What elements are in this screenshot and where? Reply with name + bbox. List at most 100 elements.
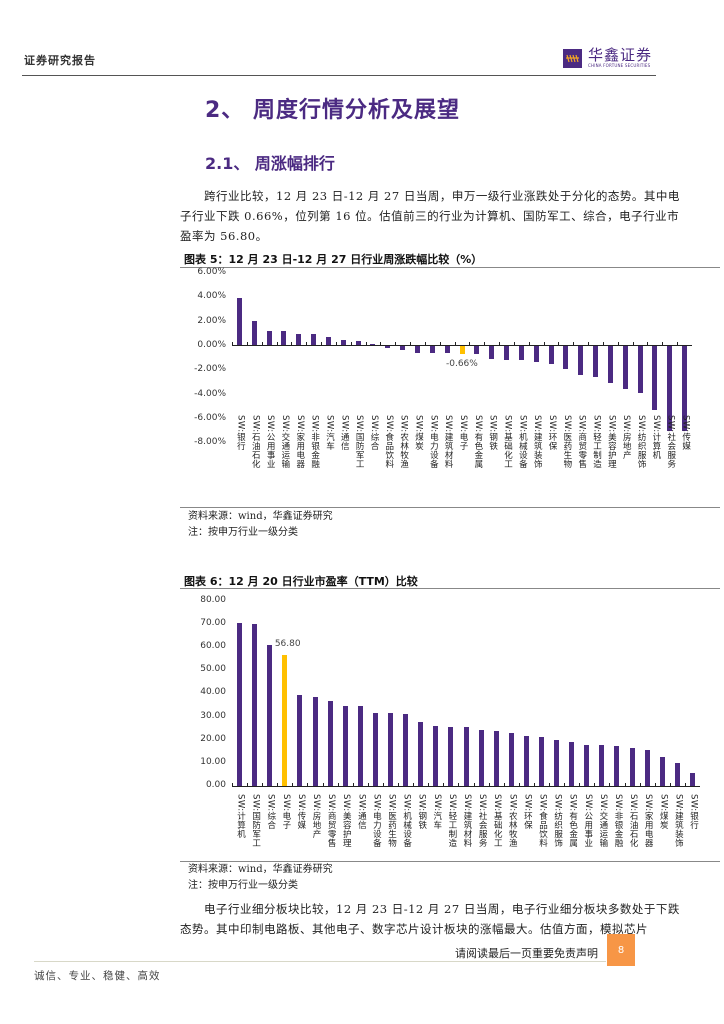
y-axis-tick-label: 10.00: [200, 756, 226, 767]
chart-bar: [667, 346, 673, 432]
x-axis-category-label: SW:传媒: [680, 415, 691, 451]
x-axis-category-label: SW:纺织服饰: [552, 794, 563, 848]
x-axis-tick: [443, 783, 445, 786]
x-axis-tick: [424, 342, 426, 345]
chart-bar: [267, 645, 273, 786]
chart-bar: [266, 330, 272, 345]
chart-bar: [533, 346, 539, 363]
chart-bar: [357, 706, 363, 786]
header-divider: [22, 75, 656, 76]
x-axis-category-label: SW:美容护理: [341, 794, 352, 848]
x-axis-category-label: SW:银行: [235, 415, 246, 451]
highlight-data-label: 56.80: [274, 638, 301, 649]
x-axis-category-label: SW:煤炭: [658, 794, 669, 830]
logo-english-name: CHINA FORTUNE SECURITIES: [588, 63, 651, 68]
x-axis-category-label: SW:建筑装饰: [532, 415, 543, 469]
figure6-bar-chart: 80.00 70.00 60.00 50.00 40.00 30.00 20.00 10.00…: [180, 588, 720, 848]
x-axis-category-label: SW:国防军工: [250, 794, 261, 848]
x-axis-category-label: SW:有色金属: [567, 794, 578, 848]
x-axis-tick: [639, 783, 641, 786]
disclaimer-notice: 请阅读最后一页重要免责声明: [455, 947, 598, 960]
x-axis-tick: [350, 342, 352, 345]
x-axis-tick: [503, 783, 505, 786]
x-axis-tick: [367, 783, 369, 786]
chart-bar: [355, 341, 361, 345]
x-axis-category-label: SW:纺织服饰: [636, 415, 647, 469]
chart-bar: [433, 725, 439, 786]
chart-bar: [370, 343, 376, 345]
chart-bar: [429, 346, 435, 353]
chart-bar: [297, 695, 303, 786]
x-axis-tick: [558, 342, 560, 345]
x-axis-tick: [261, 342, 263, 345]
chart-bar: [493, 730, 499, 786]
x-axis-category-label: SW:钢铁: [487, 415, 498, 451]
chart-bar: [689, 773, 695, 786]
x-axis-tick: [624, 783, 626, 786]
chart-bar: [508, 732, 514, 786]
chart-bar: [418, 722, 424, 786]
x-axis-category-label: SW:美容护理: [606, 415, 617, 469]
x-axis-tick: [549, 783, 551, 786]
x-axis-category-label: SW:公用事业: [265, 415, 276, 469]
x-axis-tick: [292, 783, 294, 786]
paragraph-intro: 跨行业比较，12 月 23 日-12 月 27 日当周，申万一级行业涨跌处于分化…: [180, 189, 680, 243]
page-number: 8: [607, 934, 635, 966]
x-axis-category-label: SW:农林牧渔: [507, 794, 518, 848]
x-axis-tick: [307, 783, 309, 786]
x-axis-category-label: SW:基础化工: [502, 415, 513, 469]
x-axis-category-label: SW:公用事业: [582, 794, 593, 848]
chart-bar: [593, 346, 599, 378]
x-axis-tick: [617, 342, 619, 345]
x-axis-category-label: SW:非银金融: [612, 794, 623, 848]
chart-bar: [388, 713, 394, 786]
x-axis-tick: [594, 783, 596, 786]
x-axis-tick: [262, 783, 264, 786]
x-axis-tick: [335, 342, 337, 345]
x-axis-category-label: SW:计算机: [650, 415, 661, 460]
x-axis-tick: [469, 342, 471, 345]
x-axis-category-label: SW:计算机: [235, 794, 246, 839]
x-axis-category-label: SW:基础化工: [492, 794, 503, 848]
chart-bar: [563, 346, 569, 369]
y-axis-tick-label: 80.00: [200, 595, 226, 605]
chart-bar: [385, 346, 391, 349]
x-axis-tick: [588, 342, 590, 345]
x-axis-tick: [395, 342, 397, 345]
y-axis-tick-label: -6.00%: [194, 412, 226, 423]
x-axis-category-label: SW:电力设备: [428, 415, 439, 469]
x-axis-tick: [564, 783, 566, 786]
chart-bar: [584, 745, 590, 786]
x-axis-tick: [291, 342, 293, 345]
figure6-caption: 图表 6：12 月 20 日行业市盈率（TTM）比较: [184, 575, 418, 588]
figure6-note: 注：按申万行业一级分类: [188, 880, 298, 891]
x-axis-tick: [662, 342, 664, 345]
chart-bar: [252, 623, 258, 786]
x-axis-tick: [499, 342, 501, 345]
chart-bar: [607, 346, 613, 383]
company-logo: 华鑫证券 CHINA FORTUNE SECURITIES: [563, 48, 652, 69]
x-axis-tick: [410, 342, 412, 345]
chart-bar: [236, 298, 242, 345]
x-axis-category-label: SW:银行: [688, 794, 699, 830]
x-axis-category-label: SW:房地产: [311, 794, 322, 839]
y-axis-tick-label: 2.00%: [197, 315, 226, 326]
chart-bar: [459, 346, 465, 354]
chart-bar: [578, 346, 584, 375]
x-axis-category-label: SW:国防军工: [354, 415, 365, 469]
x-axis-category-label: SW:建筑装饰: [673, 794, 684, 848]
figure5-caption: 图表 5：12 月 23 日-12 月 27 日行业周涨跌幅比较（%）: [184, 253, 483, 266]
x-axis-tick: [647, 342, 649, 345]
x-axis-category-label: SW:房地产: [621, 415, 632, 460]
figure6-bottom-rule: [180, 861, 720, 862]
x-axis-tick: [573, 342, 575, 345]
x-axis-category-label: SW:建筑材料: [443, 415, 454, 469]
x-axis-category-label: SW:煤炭: [413, 415, 424, 451]
x-axis-tick: [632, 342, 634, 345]
figure5-bar-chart: 6.00% 4.00% 2.00% 0.00% -2.00% -4.00% -6.00% -8…: [180, 267, 720, 507]
x-axis-tick: [528, 342, 530, 345]
x-axis-tick: [232, 342, 233, 345]
y-axis-tick-label: -4.00%: [194, 388, 226, 399]
x-axis-category-label: SW:农林牧渔: [398, 415, 409, 469]
chart-bar: [237, 623, 243, 786]
